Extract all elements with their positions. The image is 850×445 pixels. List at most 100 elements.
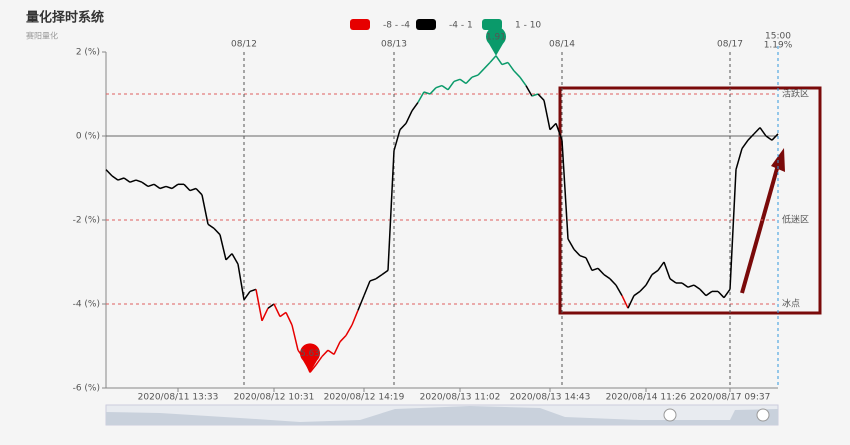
x-tick-label: 2020/08/12 10:31 <box>234 393 315 403</box>
chart-title: 量化择时系统 <box>26 10 104 26</box>
line-segment <box>117 177 125 181</box>
line-segment <box>477 68 485 76</box>
line-segment <box>639 284 647 292</box>
x-tick-label: 2020/08/13 14:43 <box>510 393 591 403</box>
line-segment <box>549 122 557 131</box>
line-segment <box>585 257 593 271</box>
line-segment <box>705 290 713 297</box>
line-segment <box>615 284 623 296</box>
line-segment <box>363 280 371 296</box>
line-segment <box>285 312 293 326</box>
line-segment <box>567 238 575 250</box>
line-segment <box>201 194 209 225</box>
y-tick-label: 2 (%) <box>76 48 100 58</box>
line-segment <box>447 80 455 91</box>
line-segment <box>213 227 221 236</box>
slider-handle[interactable] <box>756 408 770 422</box>
line-segment <box>111 175 119 181</box>
legend-label: -8 - -4 <box>383 21 410 31</box>
chart-subtitle: 赛阳量化 <box>26 31 58 41</box>
min-pin <box>300 343 320 373</box>
line-segment <box>387 150 395 271</box>
line-segment <box>561 140 569 239</box>
line-segment <box>435 84 443 89</box>
line-segment <box>249 288 257 293</box>
line-segment <box>345 324 353 336</box>
line-segment <box>153 183 161 190</box>
line-segment <box>417 91 425 103</box>
line-segment <box>273 303 281 317</box>
line-segment <box>669 278 677 284</box>
line-segment <box>453 78 461 83</box>
line-segment <box>573 248 581 257</box>
day-label: 08/17 <box>717 40 743 50</box>
zoom-slider[interactable] <box>105 404 779 426</box>
line-segment <box>651 269 659 276</box>
last-value: 1.19% <box>764 41 793 51</box>
line-segment <box>441 84 449 91</box>
x-tick-label: 2020/08/17 09:37 <box>690 393 771 403</box>
line-segment <box>699 288 707 297</box>
day-label: 08/13 <box>381 40 407 50</box>
line-segment <box>393 129 401 151</box>
y-tick-label: 0 (%) <box>76 132 100 142</box>
line-segment <box>399 122 407 131</box>
zone-label: 活跃区 <box>782 88 809 100</box>
zone-label: 冰点 <box>782 298 800 310</box>
line-segment <box>471 74 479 78</box>
line-segment <box>609 278 617 286</box>
line-segment <box>747 133 755 141</box>
annotation-arrow <box>740 164 780 294</box>
line-segment <box>531 93 539 97</box>
line-segment <box>357 295 365 311</box>
line-segment <box>183 183 191 192</box>
line-segment <box>225 253 233 261</box>
line-segment <box>645 274 653 286</box>
line-segment <box>219 234 227 261</box>
line-segment <box>597 267 605 276</box>
line-segment <box>339 334 347 343</box>
line-segment <box>327 349 335 356</box>
day-label: 08/12 <box>231 40 257 50</box>
line-segment <box>429 87 437 95</box>
line-segment <box>693 284 701 290</box>
line-segment <box>501 61 509 66</box>
legend-label: -4 - 1 <box>449 21 473 31</box>
highlight-box <box>558 86 822 315</box>
line-segment <box>333 341 341 355</box>
x-tick-label: 2020/08/11 13:33 <box>138 393 219 403</box>
line-segment <box>723 288 731 299</box>
line-segment <box>621 295 629 309</box>
y-tick-label: -2 (%) <box>73 216 100 226</box>
line-segment <box>741 139 749 150</box>
legend-swatch <box>350 19 370 30</box>
line-segment <box>771 133 779 141</box>
line-segment <box>351 310 359 326</box>
line-segment <box>315 356 323 366</box>
line-segment <box>165 185 173 190</box>
line-segment <box>141 181 149 188</box>
line-segment <box>579 254 587 259</box>
line-segment <box>753 127 761 135</box>
line-segment <box>663 261 671 280</box>
line-segment <box>525 85 533 97</box>
line-segment <box>261 307 269 322</box>
line-segment <box>591 267 599 272</box>
line-segment <box>159 185 167 190</box>
line-segment <box>627 295 635 309</box>
line-segment <box>321 349 329 358</box>
line-segment <box>717 290 725 299</box>
line-segment <box>657 261 665 271</box>
line-segment <box>231 253 239 265</box>
max-pin <box>485 26 506 56</box>
y-tick-label: -6 (%) <box>73 384 100 394</box>
line-segment <box>207 223 215 230</box>
line-segment <box>687 284 695 288</box>
line-segment <box>759 127 767 137</box>
line-segment <box>309 364 317 373</box>
slider-handle[interactable] <box>663 408 677 422</box>
last-time: 15:00 <box>765 32 791 42</box>
line-segment <box>555 123 563 141</box>
line-segment <box>411 101 419 112</box>
min-label: 5.63 <box>300 349 320 359</box>
